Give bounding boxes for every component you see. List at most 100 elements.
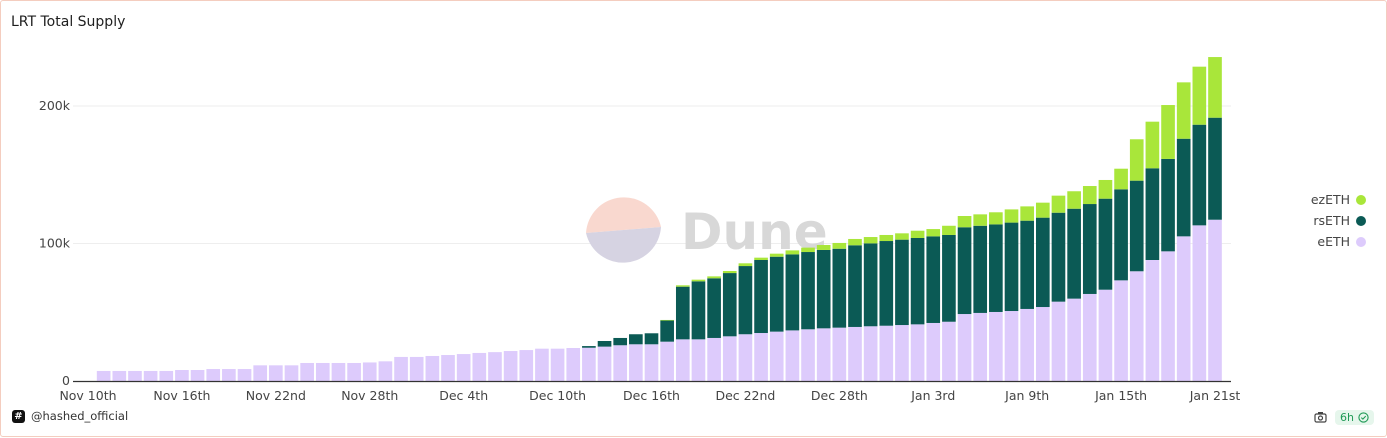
bar-ezeth[interactable]: Jan 4 ezETH: 6700 [942, 225, 956, 235]
bar-rseth[interactable]: Jan 14 rsETH: 66200 [1098, 198, 1113, 290]
bar-eeth[interactable]: Dec 29 eETH: 39300 [848, 326, 862, 381]
bar-eeth[interactable]: Dec 19 eETH: 30300 [691, 339, 706, 381]
bar-ezeth[interactable]: Dec 20 ezETH: 1400 [707, 276, 721, 279]
bar-eeth[interactable]: Nov 25 eETH: 13100 [315, 362, 330, 381]
bar-rseth[interactable]: Dec 13 rsETH: 4100 [597, 340, 612, 347]
bar-eeth[interactable]: Jan 7 eETH: 50200 [989, 311, 1003, 381]
bar-eeth[interactable]: Jan 6 eETH: 49500 [973, 312, 988, 381]
bar-ezeth[interactable]: Dec 24 ezETH: 2200 [769, 253, 784, 257]
bar-eeth[interactable]: Jan 20 eETH: 113200 [1192, 225, 1207, 381]
bar-eeth[interactable]: Dec 6 eETH: 21000 [488, 352, 502, 381]
bar-eeth[interactable]: Dec 7 eETH: 21800 [503, 351, 518, 381]
bar-rseth[interactable]: Jan 10 rsETH: 65000 [1035, 217, 1050, 308]
bar-rseth[interactable]: Jan 19 rsETH: 71000 [1176, 138, 1191, 237]
bar-ezeth[interactable]: Jan 2 ezETH: 5300 [910, 230, 925, 238]
bar-rseth[interactable]: Jan 20 rsETH: 73200 [1192, 124, 1207, 226]
bar-eeth[interactable]: Nov 30 eETH: 17500 [394, 356, 408, 381]
bar-eeth[interactable]: Nov 12 eETH: 7300 [112, 370, 127, 381]
bar-eeth[interactable]: Dec 13 eETH: 25000 [597, 346, 612, 381]
bar-ezeth[interactable]: Jan 13 ezETH: 13100 [1082, 186, 1097, 205]
bar-eeth[interactable]: Dec 20 eETH: 31300 [707, 337, 721, 381]
bar-rseth[interactable]: Jan 8 rsETH: 64300 [1004, 222, 1019, 312]
bar-eeth[interactable]: Dec 11 eETH: 24000 [566, 348, 581, 381]
bar-rseth[interactable]: Jan 12 rsETH: 65400 [1067, 208, 1081, 299]
bar-ezeth[interactable]: Jan 18 ezETH: 39200 [1161, 105, 1175, 159]
bar-eeth[interactable]: Dec 4 eETH: 19600 [456, 354, 471, 381]
bar-ezeth[interactable]: Jan 9 ezETH: 10400 [1020, 206, 1034, 221]
bar-eeth[interactable]: Nov 29 eETH: 14300 [378, 361, 393, 381]
bar-rseth[interactable]: Jan 9 rsETH: 64200 [1020, 220, 1034, 309]
bar-ezeth[interactable]: Dec 31 ezETH: 4400 [879, 234, 894, 242]
bar-ezeth[interactable]: Jan 10 ezETH: 10900 [1035, 202, 1050, 218]
bar-eeth[interactable]: Dec 26 eETH: 37600 [801, 329, 815, 381]
bar-ezeth[interactable]: Jan 6 ezETH: 8300 [973, 214, 988, 226]
bar-eeth[interactable]: Nov 22 eETH: 11400 [269, 365, 283, 381]
bar-eeth[interactable]: Dec 15 eETH: 26700 [629, 344, 643, 381]
bar-eeth[interactable]: Dec 2 eETH: 18200 [425, 355, 440, 381]
bar-rseth[interactable]: Jan 17 rsETH: 66700 [1145, 168, 1160, 260]
bar-eeth[interactable]: Dec 9 eETH: 23500 [535, 348, 549, 381]
bar-ezeth[interactable]: Dec 26 ezETH: 3200 [801, 247, 815, 253]
bar-eeth[interactable]: Nov 21 eETH: 11400 [253, 365, 268, 381]
bar-eeth[interactable]: Dec 5 eETH: 20400 [472, 352, 487, 381]
bar-ezeth[interactable]: Jan 8 ezETH: 9600 [1004, 209, 1019, 223]
bar-eeth[interactable]: Dec 1 eETH: 17500 [409, 356, 424, 381]
bar-eeth[interactable]: Jan 9 eETH: 52400 [1020, 308, 1034, 381]
bar-eeth[interactable]: Jan 1 eETH: 40700 [895, 325, 909, 381]
bar-rseth[interactable]: Jan 5 rsETH: 63100 [957, 227, 972, 315]
bar-ezeth[interactable]: Dec 22 ezETH: 2000 [738, 263, 753, 267]
bar-eeth[interactable]: Dec 12 eETH: 24200 [582, 347, 596, 381]
bar-ezeth[interactable]: Jan 19 ezETH: 41000 [1176, 82, 1191, 139]
bar-eeth[interactable]: Nov 19 eETH: 8700 [222, 369, 236, 381]
bar-eeth[interactable]: Jan 19 eETH: 105200 [1176, 236, 1191, 381]
bar-ezeth[interactable]: Dec 17 ezETH: 300 [660, 319, 674, 321]
bar-ezeth[interactable]: Jan 17 ezETH: 33900 [1145, 121, 1160, 169]
bar-rseth[interactable]: Dec 15 rsETH: 7300 [629, 334, 643, 345]
bar-eeth[interactable]: Dec 22 eETH: 34000 [738, 334, 753, 381]
bar-eeth[interactable]: Jan 21 eETH: 117300 [1208, 219, 1222, 381]
bar-rseth[interactable]: Dec 19 rsETH: 42200 [691, 281, 706, 340]
bar-eeth[interactable]: Jan 18 eETH: 94300 [1161, 251, 1175, 381]
bar-eeth[interactable]: Jan 5 eETH: 48700 [957, 314, 972, 381]
bar-ezeth[interactable]: Jan 15 ezETH: 15000 [1114, 168, 1128, 190]
bar-eeth[interactable]: Dec 27 eETH: 38300 [816, 328, 831, 381]
bar-ezeth[interactable]: Jan 16 ezETH: 30100 [1129, 139, 1144, 181]
bar-rseth[interactable]: Dec 16 rsETH: 8000 [644, 333, 659, 345]
bar-eeth[interactable]: Dec 28 eETH: 38800 [832, 327, 847, 381]
bar-eeth[interactable]: Jan 16 eETH: 79800 [1129, 271, 1144, 381]
bar-rseth[interactable]: Dec 31 rsETH: 61600 [879, 241, 894, 326]
bar-eeth[interactable]: Dec 17 eETH: 28600 [660, 341, 674, 381]
bar-eeth[interactable]: Nov 28 eETH: 13500 [362, 362, 377, 381]
author-name[interactable]: @hashed_official [31, 409, 129, 423]
bar-eeth[interactable]: Dec 21 eETH: 32500 [722, 336, 737, 381]
bar-eeth[interactable]: Jan 10 eETH: 53800 [1035, 307, 1050, 381]
bar-eeth[interactable]: Dec 8 eETH: 22500 [519, 350, 534, 381]
bar-ezeth[interactable]: Dec 19 ezETH: 1200 [691, 279, 706, 282]
bar-rseth[interactable]: Dec 22 rsETH: 49600 [738, 266, 753, 335]
bar-rseth[interactable]: Dec 23 rsETH: 53100 [754, 260, 768, 334]
refresh-badge[interactable]: 6h [1335, 410, 1374, 425]
bar-eeth[interactable]: Dec 31 eETH: 40200 [879, 325, 894, 381]
bar-eeth[interactable]: Nov 16 eETH: 8000 [175, 370, 189, 381]
bar-eeth[interactable]: Nov 18 eETH: 8700 [206, 369, 221, 381]
bar-rseth[interactable]: Jan 16 rsETH: 65900 [1129, 180, 1144, 272]
bar-eeth[interactable]: Nov 23 eETH: 11400 [284, 365, 299, 381]
bar-rseth[interactable]: Jan 2 rsETH: 62800 [910, 238, 925, 325]
bar-eeth[interactable]: Dec 25 eETH: 36800 [785, 330, 800, 381]
bar-ezeth[interactable]: Jan 12 ezETH: 12700 [1067, 191, 1081, 209]
bar-rseth[interactable]: Jan 13 rsETH: 65400 [1082, 204, 1097, 294]
bar-rseth[interactable]: Jan 1 rsETH: 62100 [895, 239, 909, 326]
author-credit[interactable]: # @hashed_official [12, 409, 128, 423]
bar-eeth[interactable]: Dec 10 eETH: 23500 [550, 348, 565, 381]
bar-rseth[interactable]: Dec 27 rsETH: 57000 [816, 249, 831, 329]
bar-rseth[interactable]: Dec 25 rsETH: 55300 [785, 254, 800, 331]
bar-ezeth[interactable]: Jan 3 ezETH: 5300 [926, 229, 941, 237]
bar-eeth[interactable]: Nov 24 eETH: 13100 [300, 362, 314, 381]
bar-rseth[interactable]: Jan 7 rsETH: 63700 [989, 224, 1003, 312]
bar-eeth[interactable]: Dec 30 eETH: 39800 [863, 326, 878, 381]
bar-ezeth[interactable]: Dec 29 ezETH: 4600 [848, 238, 862, 246]
bar-rseth[interactable]: Jan 21 rsETH: 74200 [1208, 117, 1222, 220]
bar-rseth[interactable]: Dec 20 rsETH: 43400 [707, 278, 721, 338]
bar-eeth[interactable]: Jan 8 eETH: 50900 [1004, 311, 1019, 381]
bar-eeth[interactable]: Jan 11 eETH: 57700 [1051, 301, 1066, 381]
